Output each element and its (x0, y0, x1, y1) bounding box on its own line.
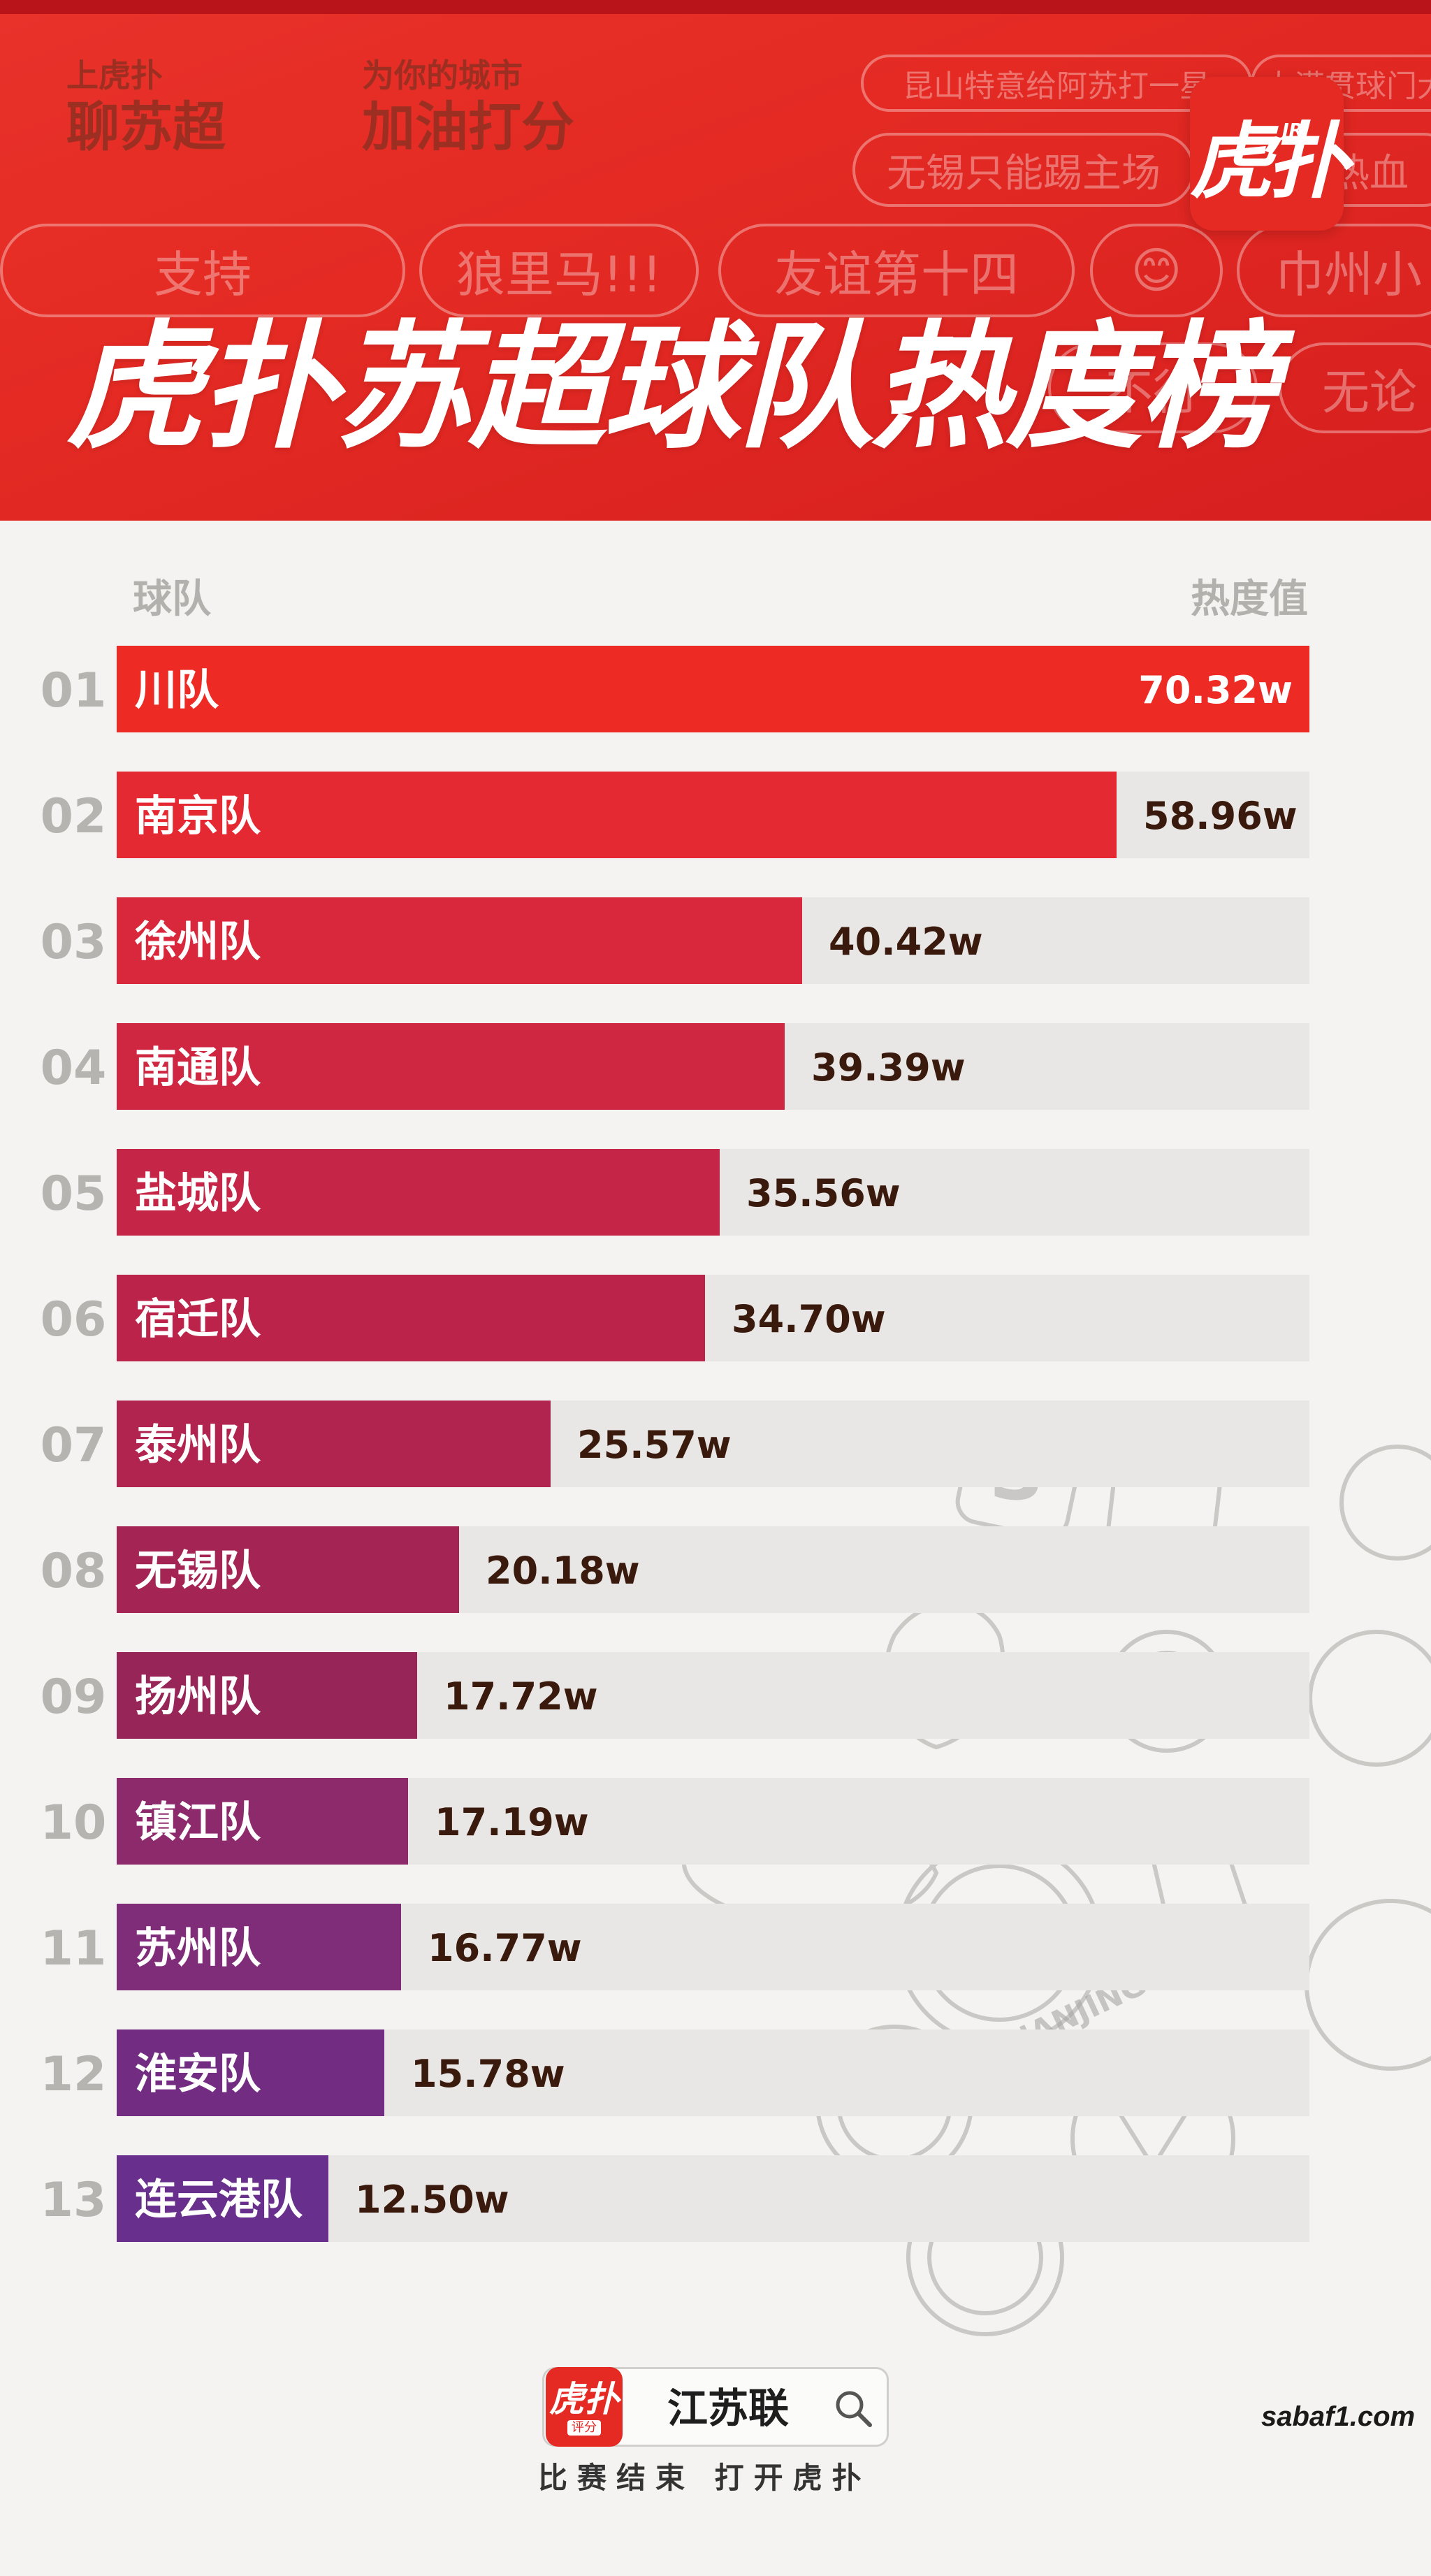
bar (117, 1526, 459, 1613)
bar (117, 897, 802, 984)
hupu-logo: 虎扑 JR (1190, 77, 1349, 231)
team-label: 南通队 (135, 1043, 261, 1092)
bar (117, 1149, 720, 1236)
rank-label: 03 (41, 915, 107, 970)
column-header-heat: 热度值 (1191, 577, 1308, 622)
team-label: 淮安队 (135, 2050, 261, 2099)
value-label: 20.18w (486, 1549, 640, 1593)
slogan-left: 上虎扑 聊苏超 (66, 55, 226, 158)
value-label: 25.57w (577, 1423, 732, 1467)
bar (117, 772, 1117, 858)
slogan-right-big: 加油打分 (362, 96, 574, 158)
rank-label: 06 (41, 1292, 107, 1347)
comment-pill: 昆山特意给阿苏打一星 (861, 55, 1252, 112)
value-label: 39.39w (811, 1045, 966, 1090)
bar (117, 1778, 408, 1865)
team-label: 川队 (135, 666, 219, 715)
comment-pill: 不行 (1048, 342, 1258, 433)
value-label: 58.96w (1143, 794, 1298, 838)
rank-label: 08 (41, 1544, 107, 1599)
bar (117, 1401, 551, 1487)
value-label: 16.77w (428, 1926, 582, 1970)
team-label: 泰州队 (135, 1421, 261, 1470)
bar (117, 1023, 785, 1110)
value-label: 34.70w (732, 1297, 886, 1341)
slogan-right-small: 为你的城市 (362, 57, 523, 94)
footer-caption: 比赛结束 打开虎扑 (538, 2461, 871, 2495)
search-bar[interactable]: 虎扑 评分 江苏联 (542, 2367, 889, 2447)
hupu-logo-badge: JR (1282, 120, 1303, 141)
rank-label: 13 (41, 2173, 107, 2228)
watermark: sabaf1.com (1261, 2401, 1416, 2432)
search-icon[interactable] (832, 2387, 874, 2429)
comment-pill: 无论 (1279, 342, 1431, 433)
value-label: 17.72w (444, 1674, 598, 1718)
value-label: 12.50w (355, 2178, 509, 2222)
team-label: 盐城队 (135, 1169, 261, 1218)
bar (117, 1904, 401, 1990)
team-label: 南京队 (135, 792, 261, 841)
value-label: 35.56w (746, 1171, 901, 1215)
rank-label: 05 (41, 1166, 107, 1222)
hupu-logo-text: 虎扑 (1190, 113, 1349, 210)
team-label: 无锡队 (135, 1547, 261, 1595)
team-label: 苏州队 (135, 1924, 261, 1973)
rank-label: 09 (41, 1670, 107, 1725)
bar (117, 646, 1309, 732)
value-label: 70.32w (1138, 668, 1293, 712)
slogan-right: 为你的城市 加油打分 (362, 55, 574, 158)
rank-label: 01 (41, 663, 107, 718)
bar (117, 2029, 384, 2116)
rank-label: 10 (41, 1795, 107, 1851)
value-label: 15.78w (411, 2052, 565, 2096)
comment-pill: 友谊第十四 (718, 224, 1075, 317)
comment-pill: 无锡只能踢主场 (852, 133, 1195, 207)
value-label: 40.42w (829, 920, 983, 964)
bar (117, 1275, 705, 1361)
team-label: 镇江队 (135, 1798, 261, 1847)
rank-label: 12 (41, 2047, 107, 2102)
hupu-app-icon: 虎扑 评分 (546, 2367, 623, 2447)
slogan-left-big: 聊苏超 (66, 96, 226, 158)
page-title: 虎扑苏超球队热度榜 (66, 308, 1277, 468)
slogan-left-small: 上虎扑 (66, 57, 163, 94)
rank-label: 02 (41, 789, 107, 844)
rank-label: 07 (41, 1418, 107, 1473)
bar (117, 1652, 417, 1739)
team-label: 宿迁队 (135, 1295, 261, 1344)
value-label: 17.19w (435, 1800, 589, 1844)
comment-pill: 狼里马!!! (419, 224, 699, 317)
top-strip (0, 0, 1431, 14)
hupu-app-icon-text: 虎扑 (549, 2379, 619, 2419)
header-banner: 上虎扑 聊苏超 为你的城市 加油打分 昆山特意给阿苏打一星 大满贯球门大 无锡只… (0, 0, 1431, 521)
bar (117, 2155, 328, 2242)
rank-label: 11 (41, 1921, 107, 1976)
comment-pill: 巾州小 (1237, 224, 1431, 317)
team-label: 徐州队 (134, 918, 261, 967)
team-label: 扬州队 (135, 1672, 261, 1721)
rank-label: 04 (41, 1041, 107, 1096)
comment-pill: 支持 (0, 224, 405, 317)
column-header-team: 球队 (133, 577, 211, 622)
search-term: 江苏联 (667, 2385, 790, 2432)
team-label: 连云港队 (135, 2176, 303, 2224)
comment-pill: 😊 (1090, 224, 1223, 317)
hupu-app-icon-sub: 评分 (567, 2420, 601, 2436)
